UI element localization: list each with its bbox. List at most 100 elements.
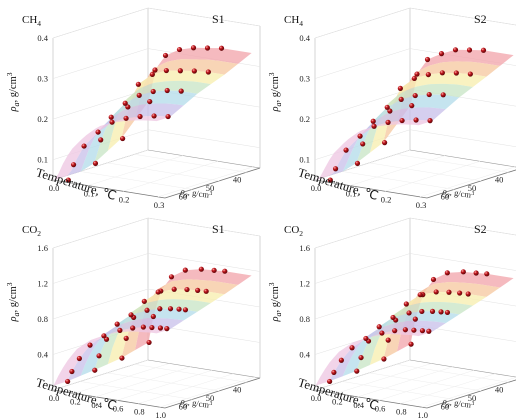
- chart-panel-4: 0.4 0.8 1.2 1.6 40 50 60 0.0 0.2 0.4 0.6 0.8 1.0 CO2 S…: [267, 217, 516, 419]
- data-point: [429, 308, 436, 314]
- surface-band: [80, 308, 198, 376]
- y-gridline: [138, 373, 234, 404]
- x-tick-label: 60: [441, 401, 450, 411]
- data-point: [136, 92, 142, 98]
- surface-band: [315, 120, 433, 181]
- y-tick-label: 0.0: [311, 393, 322, 403]
- z-gridline: [314, 48, 411, 79]
- data-point: [137, 113, 143, 120]
- y-axis-label: ρg, g/cm3: [179, 186, 213, 202]
- data-point: [419, 308, 425, 315]
- rho-g-axis-line: [164, 377, 261, 409]
- data-point: [357, 133, 363, 139]
- gas-label: CO2: [22, 224, 41, 238]
- data-point: [425, 71, 431, 78]
- data-point: [150, 313, 156, 320]
- floor-edge-right: [147, 149, 261, 169]
- z-gridline: [147, 253, 261, 272]
- z-tick-label: 0.3: [299, 74, 310, 84]
- data-point: [195, 287, 201, 293]
- y-axis-label: ρg, g/cm3: [441, 396, 475, 412]
- data-point: [433, 289, 439, 295]
- data-point: [349, 345, 355, 351]
- data-point: [157, 306, 163, 312]
- data-point: [69, 368, 75, 375]
- x-tick-label: 40: [495, 174, 504, 184]
- data-point: [403, 301, 409, 307]
- data-point: [167, 306, 174, 312]
- x-tick-label: 60: [179, 401, 188, 411]
- y-tick-label: 0.4: [353, 400, 364, 410]
- data-point: [65, 378, 71, 385]
- data-point: [411, 75, 417, 82]
- y-tick-label: 1.0: [417, 410, 428, 419]
- data-point: [363, 335, 369, 342]
- data-point: [332, 166, 339, 172]
- data-point: [480, 47, 487, 53]
- data-point: [203, 288, 209, 294]
- y-gridline: [74, 363, 170, 394]
- z-gridline: [52, 7, 149, 39]
- data-point: [150, 88, 156, 95]
- x-gridline: [80, 381, 193, 400]
- temperature-axis-line: [52, 389, 166, 409]
- x-tick-label: 60: [179, 191, 188, 201]
- z-gridline: [52, 88, 149, 120]
- y-gridline: [419, 166, 516, 198]
- z-tick-label: 0.1: [299, 155, 310, 165]
- surface-band: [107, 289, 225, 365]
- z-gridline: [314, 7, 411, 39]
- data-point: [354, 368, 360, 374]
- surface-band: [356, 83, 473, 164]
- data-point: [426, 328, 432, 334]
- data-point: [87, 342, 93, 348]
- rho-g-axis-line: [164, 167, 261, 199]
- data-point: [411, 327, 417, 333]
- z-gridline: [52, 48, 149, 79]
- data-point: [177, 68, 183, 74]
- z-tick-label: 1.2: [299, 279, 310, 289]
- data-point: [168, 274, 175, 280]
- data-point: [438, 51, 445, 57]
- x-gridline: [107, 372, 220, 392]
- data-point: [164, 87, 170, 94]
- data-point: [149, 324, 155, 331]
- data-point: [360, 141, 366, 147]
- z-tick-label: 0.4: [299, 33, 310, 43]
- surface-band: [134, 47, 252, 120]
- data-point: [190, 45, 197, 51]
- y-gridline: [349, 155, 446, 186]
- data-point: [371, 123, 377, 129]
- chart-panel-2: 0.1 0.2 0.3 0.4 40 50 60 0.0 0.1 0.2 0.3 CH4 S2 ρa, g…: [267, 7, 516, 210]
- data-point: [427, 118, 433, 124]
- y-gridline: [336, 363, 432, 394]
- sample-label: S2: [474, 222, 487, 236]
- sample-label: S1: [212, 222, 225, 236]
- surface-band: [53, 327, 171, 386]
- data-point: [379, 330, 385, 336]
- z-gridline: [314, 217, 411, 249]
- x-axis-label: Temperature, ℃: [296, 375, 380, 413]
- data-point: [130, 325, 136, 331]
- y-tick-label: 0.6: [113, 403, 124, 413]
- z-gridline: [409, 253, 516, 271]
- data-point: [399, 117, 405, 124]
- data-point: [438, 309, 444, 315]
- z-tick-label: 0.8: [299, 314, 310, 324]
- data-point: [147, 98, 153, 105]
- data-point: [457, 290, 463, 296]
- y-tick-label: 1.0: [155, 410, 166, 419]
- z-gridline: [409, 217, 516, 236]
- x-tick-label: 50: [206, 183, 215, 193]
- data-point: [178, 88, 184, 94]
- sample-label: S2: [474, 12, 487, 26]
- data-point: [381, 356, 387, 362]
- z-gridline: [147, 7, 261, 27]
- y-gridline: [95, 366, 191, 398]
- surface-band: [342, 311, 460, 377]
- temperature-axis-line: [52, 179, 166, 199]
- data-point: [165, 113, 171, 120]
- z-gridline: [314, 288, 411, 320]
- data-point: [176, 46, 183, 53]
- x-gridline: [80, 171, 193, 190]
